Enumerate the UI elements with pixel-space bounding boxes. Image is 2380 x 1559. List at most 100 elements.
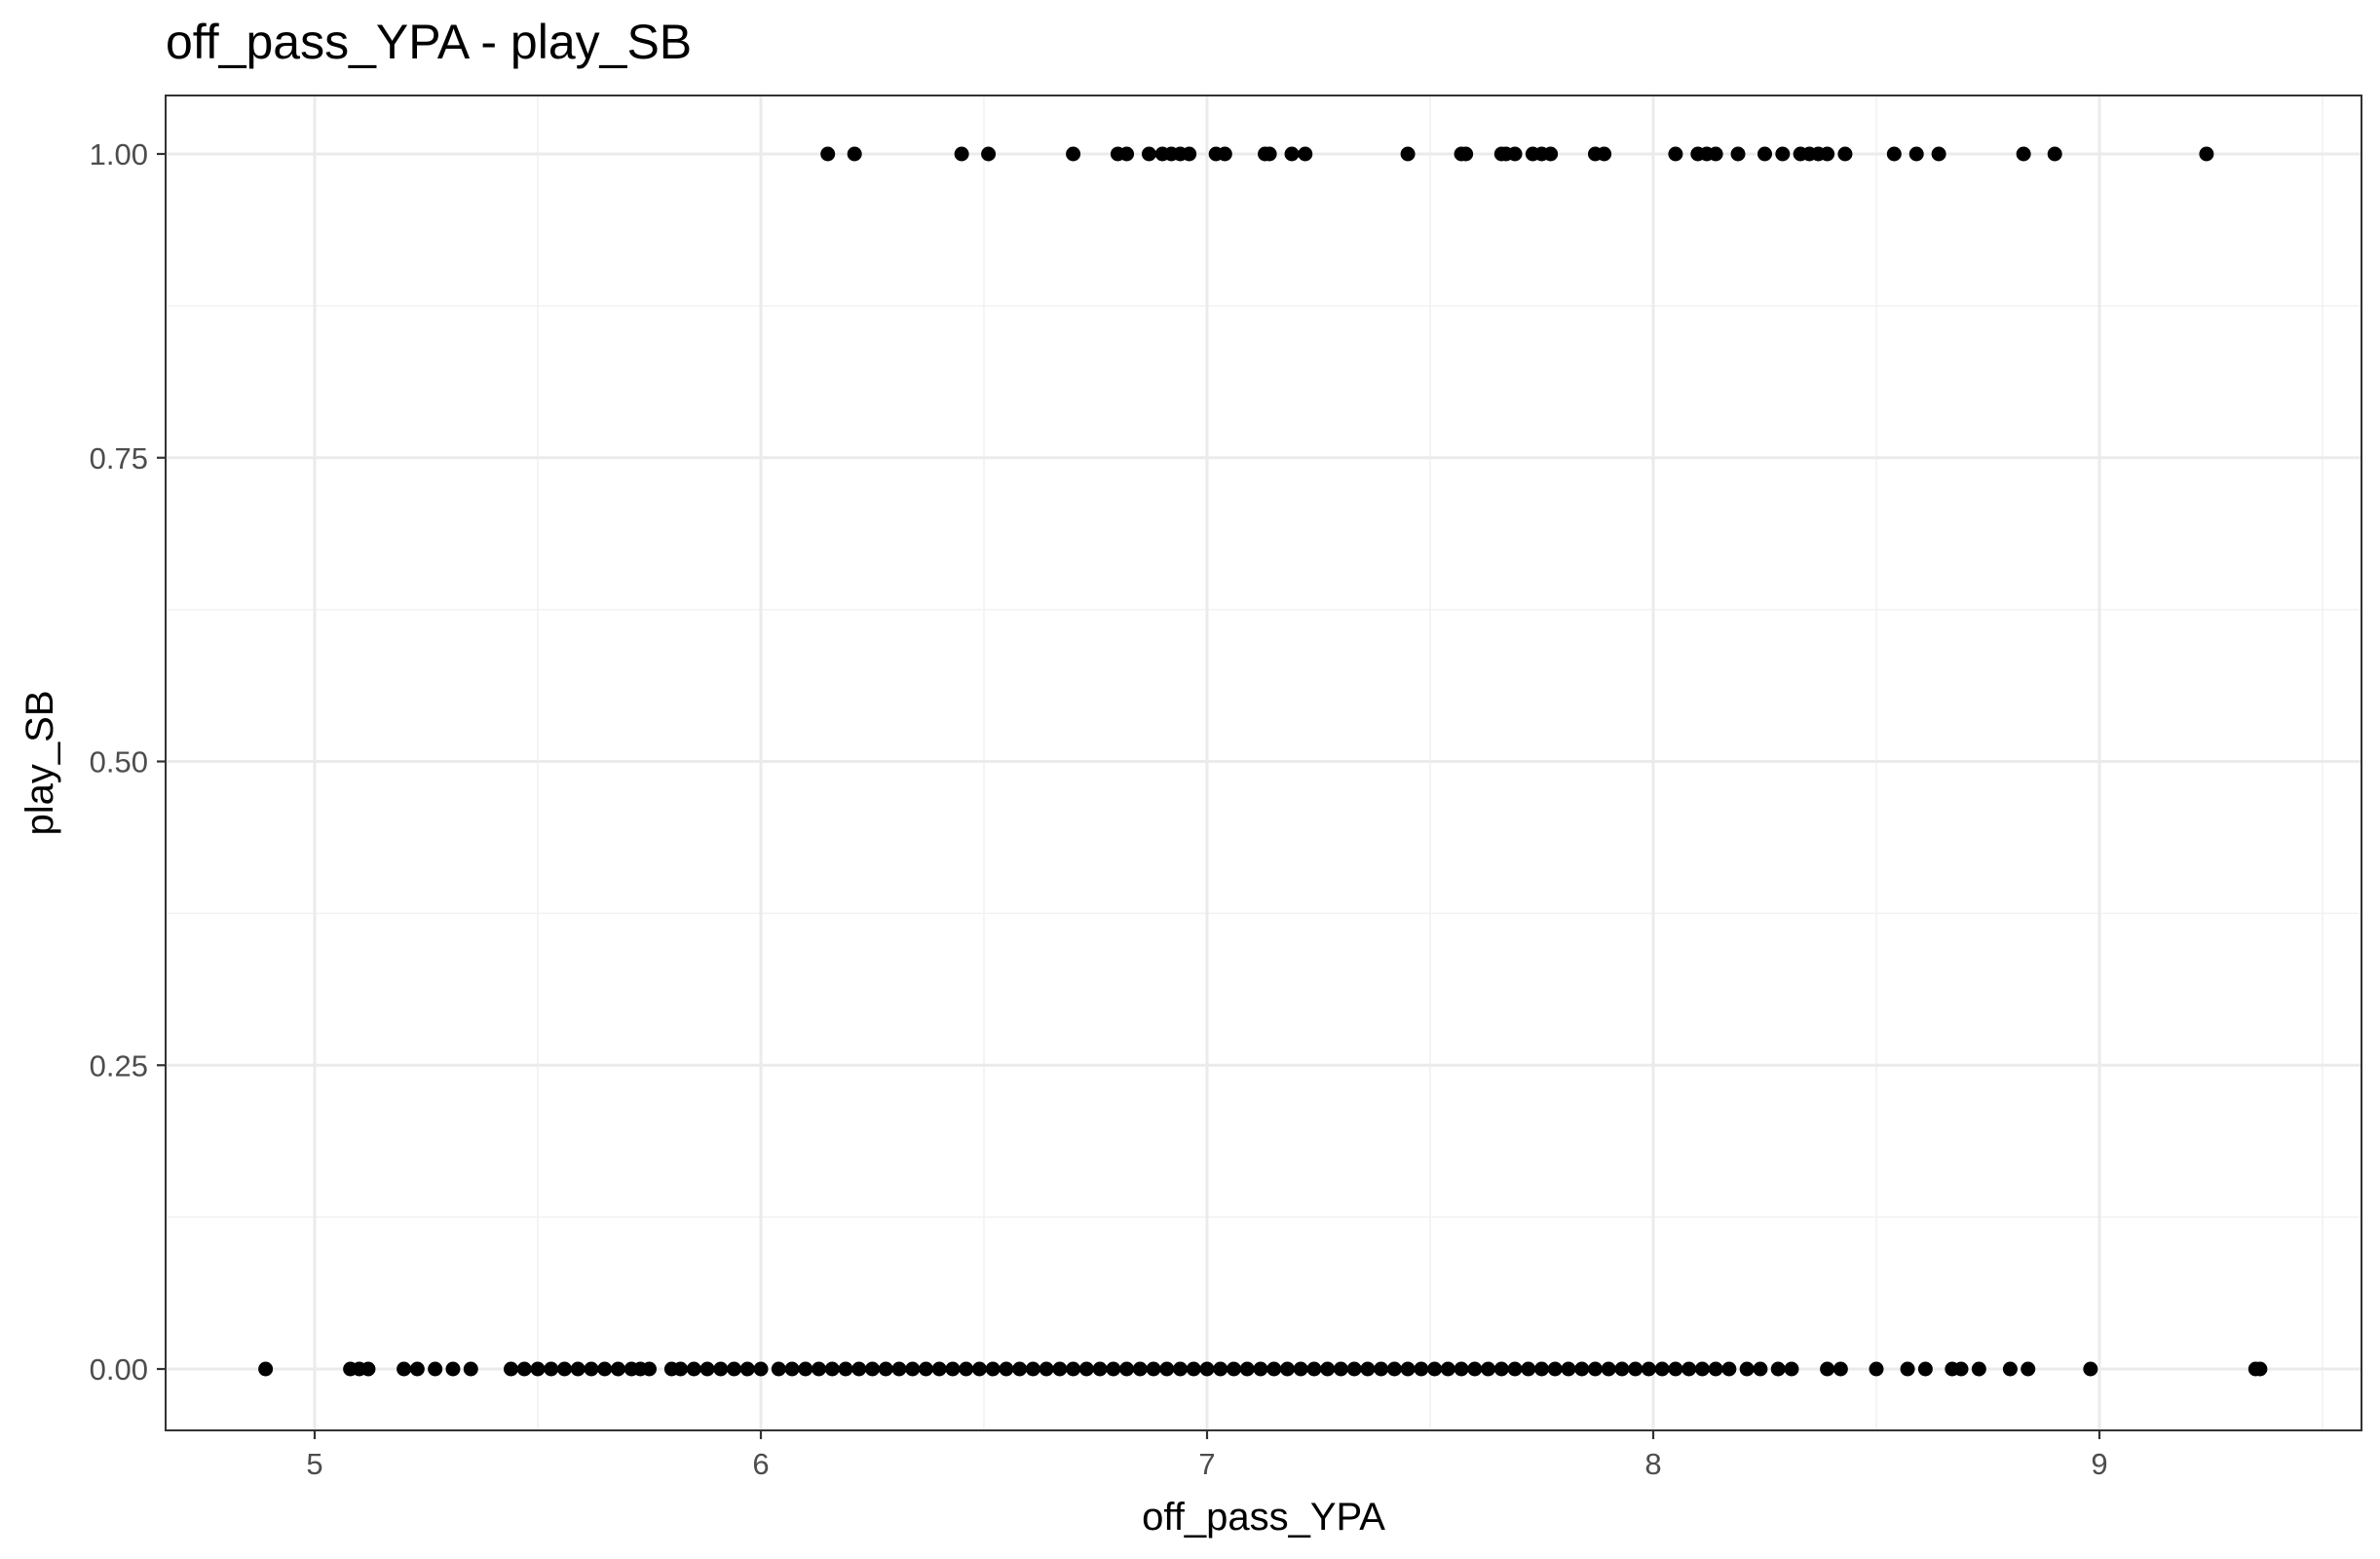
y-tick-label: 0.75 [90,441,148,475]
data-point [981,146,997,162]
data-point [1507,146,1523,162]
data-point [838,1361,853,1377]
data-point [1226,1361,1241,1377]
grid [166,95,2361,1430]
data-point [1106,1361,1121,1377]
data-point [2002,1361,2018,1377]
data-point [699,1361,715,1377]
data-point [971,1361,987,1377]
data-point [1333,1361,1348,1377]
data-point [1574,1361,1590,1377]
data-point [556,1361,572,1377]
data-point [999,1361,1014,1377]
data-point [1547,1361,1563,1377]
data-point [2016,146,2031,162]
data-point [1837,146,1853,162]
x-tick-label: 7 [1198,1447,1215,1481]
data-point [1886,146,1902,162]
data-point [771,1361,786,1377]
data-point [1931,146,1946,162]
data-point [1832,1361,1848,1377]
chart-title: off_pass_YPA - play_SB [166,15,692,69]
data-point [1146,1361,1161,1377]
data-point [1066,146,1081,162]
data-point [1601,1361,1616,1377]
data-point [1561,1361,1576,1377]
data-points [258,146,2268,1377]
data-point [584,1361,599,1377]
data-point [2199,146,2214,162]
data-point [1119,146,1135,162]
data-point [1052,1361,1068,1377]
data-point [1253,1361,1268,1377]
data-point [1467,1361,1483,1377]
y-tick-label: 1.00 [90,137,148,171]
data-point [1493,1361,1509,1377]
data-point [1141,146,1156,162]
data-point [1597,146,1612,162]
y-tick-label: 0.00 [90,1352,148,1387]
data-point [1708,1361,1723,1377]
data-point [945,1361,961,1377]
data-point [686,1361,701,1377]
data-point [727,1361,742,1377]
data-point [1681,1361,1697,1377]
data-point [530,1361,546,1377]
data-point [360,1361,376,1377]
data-point [1159,1361,1175,1377]
x-tick-label: 6 [752,1447,769,1481]
data-point [1628,1361,1643,1377]
data-point [1346,1361,1362,1377]
data-point [824,1361,840,1377]
data-point [570,1361,586,1377]
data-point [1507,1361,1523,1377]
data-point [1386,1361,1402,1377]
data-point [812,1361,827,1377]
data-point [428,1361,443,1377]
data-point [1078,1361,1094,1377]
data-point [397,1361,412,1377]
data-point [1306,1361,1322,1377]
data-point [1757,146,1772,162]
data-point [1784,1361,1799,1377]
data-point [504,1361,519,1377]
data-point [1182,146,1197,162]
data-point [905,1361,921,1377]
data-point [1869,1361,1884,1377]
data-point [1481,1361,1496,1377]
data-point [1279,1361,1295,1377]
data-point [1770,1361,1786,1377]
data-point [891,1361,907,1377]
data-point [463,1361,478,1377]
y-tick-label: 0.25 [90,1048,148,1083]
data-point [851,1361,867,1377]
data-point [1614,1361,1630,1377]
data-point [1213,1361,1228,1377]
data-point [1458,146,1474,162]
x-tick-label: 9 [2091,1447,2107,1481]
data-point [1132,1361,1148,1377]
data-point [1284,146,1300,162]
data-point [1730,146,1746,162]
data-point [1917,1361,1933,1377]
data-point [798,1361,813,1377]
data-point [1971,1361,1986,1377]
y-axis-title: play_SB [19,691,61,836]
data-point [1039,1361,1054,1377]
data-point [2047,146,2062,162]
data-point [1199,1361,1215,1377]
data-point [1427,1361,1443,1377]
data-point [1414,1361,1429,1377]
data-point [1454,1361,1469,1377]
data-point [1239,1361,1255,1377]
data-point [1374,1361,1389,1377]
data-point [1217,146,1232,162]
data-point [1092,1361,1108,1377]
data-point [1534,1361,1549,1377]
data-point [1668,1361,1683,1377]
data-point [1025,1361,1040,1377]
x-tick-label: 5 [306,1447,322,1481]
data-point [2021,1361,2036,1377]
data-point [1708,146,1723,162]
panel-border [165,95,2362,1431]
